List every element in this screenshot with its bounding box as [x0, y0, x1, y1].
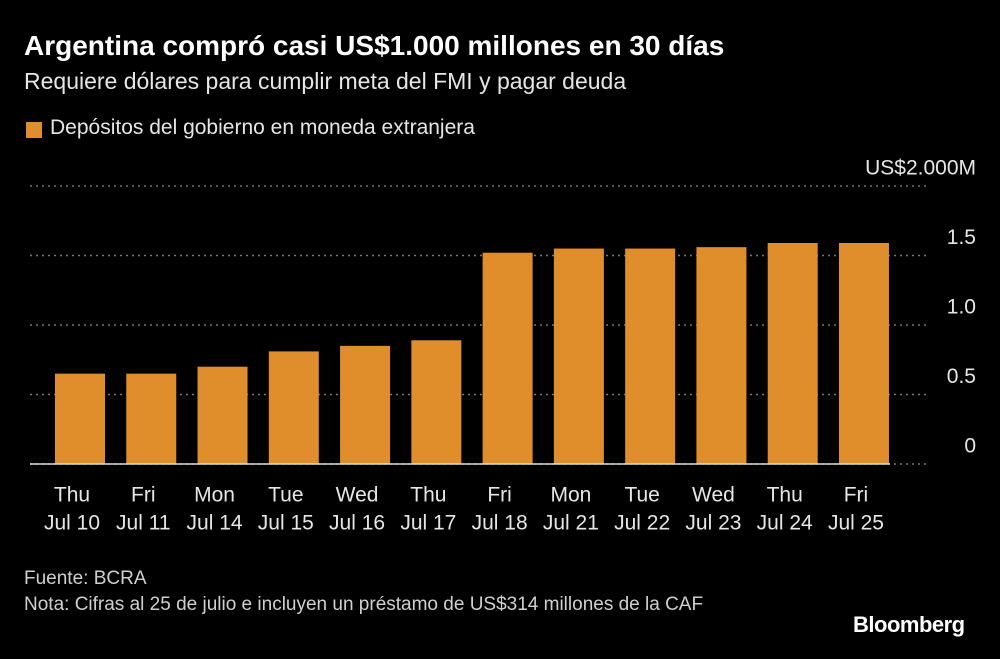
- x-tick-label: Jul 23: [685, 512, 741, 535]
- bar: [340, 345, 391, 464]
- chart-subtitle: Requiere dólares para cumplir meta del F…: [24, 68, 627, 94]
- bar: [625, 248, 676, 464]
- x-tick-label: Jul 16: [329, 512, 385, 535]
- bar: [553, 248, 604, 464]
- bar: [411, 340, 462, 464]
- y-tick-label: US$2.000M: [865, 157, 976, 180]
- x-tick-label: Jul 17: [400, 512, 456, 535]
- x-tick-label: Mon: [194, 484, 235, 507]
- x-tick-label: Jul 25: [828, 512, 884, 535]
- x-tick-label: Wed: [692, 484, 735, 507]
- x-tick-label: Jul 18: [472, 512, 528, 535]
- x-tick-label: Mon: [550, 484, 591, 507]
- source: Fuente: BCRA: [24, 568, 147, 589]
- bar: [838, 242, 889, 464]
- x-tick-label: Jul 11: [116, 512, 170, 535]
- x-tick-label: Jul 10: [44, 512, 100, 535]
- y-tick-label: 0: [964, 435, 976, 458]
- x-tick-label: Thu: [54, 484, 90, 507]
- bar: [482, 252, 533, 464]
- x-tick-label: Fri: [844, 484, 869, 507]
- x-tick-label: Jul 15: [258, 512, 314, 535]
- y-tick-label: 1.0: [947, 296, 976, 319]
- chart-title: Argentina compró casi US$1.000 millones …: [24, 30, 725, 61]
- bar: [767, 242, 818, 464]
- bar: [696, 247, 747, 464]
- x-tick-label: Thu: [410, 484, 446, 507]
- bar: [126, 373, 177, 464]
- note: Nota: Cifras al 25 de julio e incluyen u…: [24, 594, 704, 615]
- bar: [268, 351, 319, 464]
- y-tick-label: 1.5: [947, 226, 976, 249]
- x-tick-label: Wed: [336, 484, 379, 507]
- x-tick-label: Jul 21: [543, 512, 599, 535]
- x-tick-label: Tue: [268, 484, 303, 507]
- x-tick-label: Fri: [131, 484, 156, 507]
- x-tick-label: Fri: [487, 484, 512, 507]
- chart: 0 0.5 1.0 1.5 US$2.000M Thu Jul 10 Fri Jul 11 Mon…: [30, 157, 976, 535]
- y-tick-label: 0.5: [947, 365, 976, 388]
- bar: [197, 366, 248, 464]
- brand-logo: Bloomberg: [853, 612, 965, 637]
- x-tick-label: Thu: [767, 484, 803, 507]
- legend-swatch: [26, 122, 42, 138]
- bar: [55, 373, 105, 464]
- x-tick-label: Tue: [624, 484, 659, 507]
- x-tick-label: Jul 24: [757, 512, 813, 535]
- x-tick-label: Jul 22: [614, 512, 670, 535]
- x-tick-label: Jul 14: [187, 512, 243, 535]
- legend-label: Depósitos del gobierno en moneda extranj…: [50, 116, 475, 139]
